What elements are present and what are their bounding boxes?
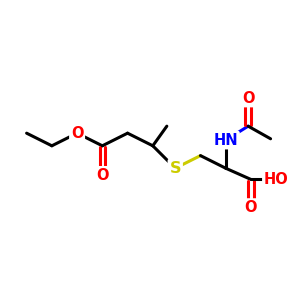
Text: O: O [71,126,83,141]
Text: HO: HO [264,172,289,187]
Text: S: S [169,161,181,176]
Text: O: O [242,91,254,106]
Text: O: O [96,168,109,183]
Text: HN: HN [213,133,238,148]
Text: O: O [245,200,257,215]
